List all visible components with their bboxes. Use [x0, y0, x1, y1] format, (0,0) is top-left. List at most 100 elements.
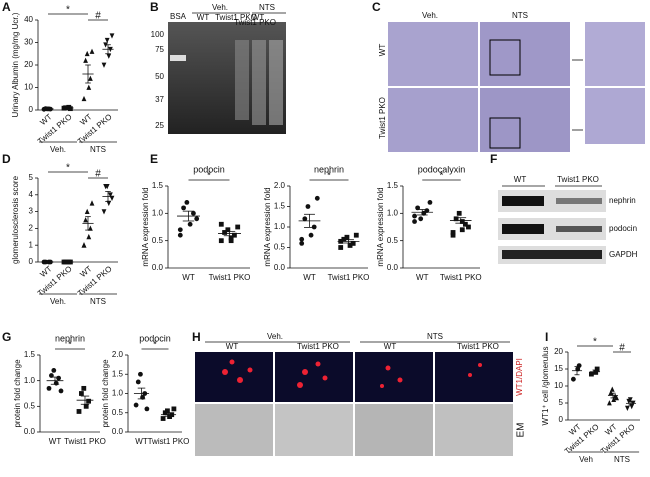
point — [459, 227, 465, 233]
x-tick-label: WT — [416, 273, 429, 282]
point — [106, 200, 112, 207]
point — [81, 95, 87, 102]
point — [228, 235, 234, 241]
point — [218, 238, 224, 244]
panel-letter: H — [192, 330, 201, 344]
y-tick-label: 1.5 — [112, 369, 124, 378]
significance-label: * — [153, 340, 157, 351]
blot-group: Twist1 PKO — [557, 175, 599, 184]
point — [459, 219, 465, 224]
point — [222, 230, 227, 235]
point — [228, 238, 234, 244]
point — [133, 402, 139, 408]
point — [225, 227, 231, 233]
point — [450, 230, 456, 235]
point — [89, 48, 95, 54]
chart-title: nephrin — [55, 333, 85, 343]
point — [101, 62, 107, 68]
row-label: Twist1 PKO — [378, 97, 387, 139]
micrograph-zoom — [585, 88, 645, 144]
lane-label: WT — [226, 342, 239, 351]
y-tick-label: 10 — [554, 381, 563, 390]
gel-lane-label: Twist1 PKO — [234, 18, 276, 27]
point — [609, 386, 615, 392]
blot-group: WT — [514, 175, 527, 184]
y-tick-label: 1.0 — [387, 208, 399, 217]
y-tick-label: 0 — [29, 105, 34, 114]
point — [51, 368, 57, 373]
y-axis-label: mRNA expression fold — [141, 187, 150, 266]
panel-letter: G — [2, 330, 11, 344]
mw-marker: 37 — [155, 95, 164, 104]
column-label: Veh. — [422, 11, 438, 20]
gel-band — [170, 55, 186, 61]
point — [456, 210, 462, 216]
point — [594, 366, 600, 372]
point — [194, 216, 200, 222]
point — [344, 234, 350, 240]
micrograph-zoom — [585, 22, 645, 86]
y-tick-label: 1.0 — [274, 222, 286, 231]
y-tick-label: 2.0 — [274, 181, 286, 190]
mw-marker: 100 — [151, 30, 165, 39]
column-label: NTS — [512, 11, 528, 20]
stain-label: WT1/DAPI — [515, 358, 524, 396]
point — [191, 210, 196, 216]
y-tick-label: 1.0 — [152, 208, 164, 217]
point — [138, 371, 143, 377]
chart-title: nephrin — [314, 164, 344, 174]
em-image — [275, 404, 353, 456]
point — [187, 221, 193, 227]
point — [84, 50, 90, 57]
micrograph — [480, 88, 570, 152]
mw-marker: 75 — [155, 45, 164, 54]
y-tick-label: 10 — [24, 83, 33, 92]
blot-band — [502, 196, 544, 206]
y-tick-label: 4 — [29, 190, 34, 199]
x-tick-label: WT — [182, 273, 195, 282]
significance-label: * — [66, 5, 70, 16]
point — [135, 379, 141, 385]
point — [46, 385, 52, 391]
gel-lane-label: Twist1 PKO — [215, 13, 257, 22]
y-tick-label: 1.0 — [112, 389, 124, 398]
y-tick-label: 0 — [559, 415, 564, 424]
blot-band — [556, 226, 602, 232]
blot-band — [556, 198, 602, 204]
blot-strip — [498, 190, 606, 212]
chart-title: podocalyxin — [418, 164, 466, 174]
point — [412, 213, 417, 219]
mw-marker: 25 — [155, 121, 164, 130]
point — [165, 408, 170, 414]
point — [58, 388, 64, 394]
point — [53, 380, 59, 386]
x-tick-label: WT — [303, 273, 316, 282]
panel-letter: C — [372, 0, 381, 14]
zoom-box — [489, 39, 521, 76]
point — [353, 232, 359, 238]
point — [235, 224, 241, 230]
chart-title: podocin — [193, 164, 225, 174]
y-axis-label: mRNA expression fold — [376, 187, 385, 266]
micrograph — [480, 22, 570, 86]
y-tick-label: 20 — [554, 347, 563, 356]
point — [109, 195, 115, 202]
y-tick-label: 30 — [24, 38, 33, 47]
point — [311, 224, 317, 230]
y-tick-label: 0.0 — [24, 427, 36, 436]
panel-letter: A — [2, 0, 11, 14]
y-tick-label: 0.5 — [24, 401, 36, 410]
y-tick-label: 0.0 — [387, 263, 399, 272]
significance-label: * — [327, 171, 331, 182]
y-tick-label: 0.0 — [274, 263, 286, 272]
y-tick-label: 0.5 — [152, 236, 164, 245]
y-tick-label: 1.5 — [274, 202, 286, 211]
gel-smear — [235, 40, 249, 120]
y-tick-label: 0.5 — [112, 408, 124, 417]
nuclei — [222, 359, 482, 388]
point — [415, 205, 421, 211]
point — [341, 236, 347, 242]
zoom-box — [489, 117, 521, 149]
point — [299, 241, 305, 246]
